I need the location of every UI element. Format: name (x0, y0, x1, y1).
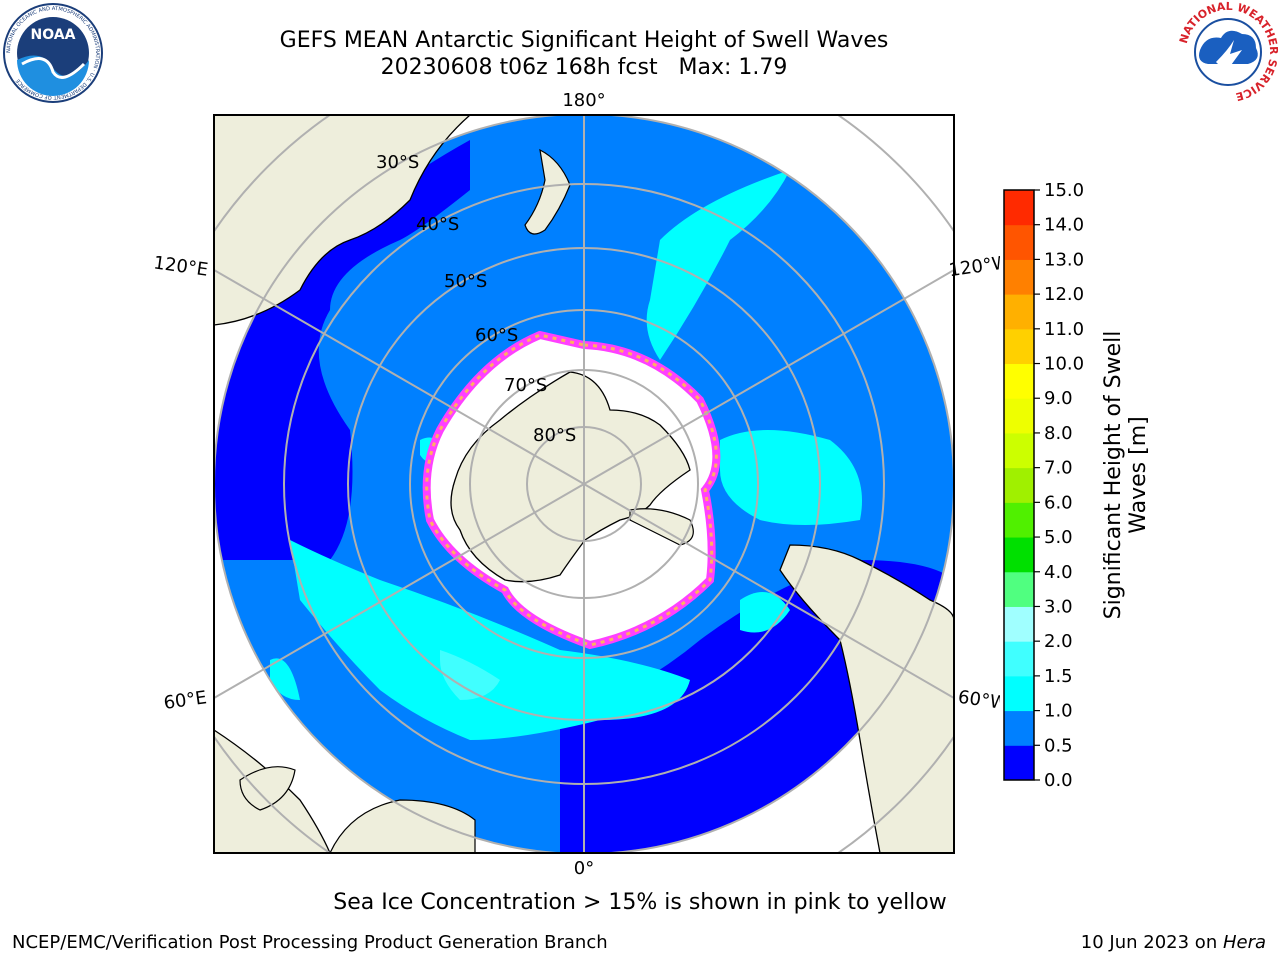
colorbar-segment (1004, 537, 1034, 573)
colorbar-segment (1004, 710, 1034, 746)
colorbar-segment (1004, 190, 1034, 226)
colorbar-segment (1004, 398, 1034, 434)
footer-credit: NCEP/EMC/Verification Post Processing Pr… (12, 932, 608, 953)
colorbar-tick-label: 4.0 (1044, 562, 1073, 583)
lon-label-60e: 60°E (162, 687, 208, 714)
colorbar-tick-label: 0.0 (1044, 770, 1073, 791)
lat-label-80s: 80°S (533, 425, 576, 446)
colorbar-label-line1: Significant Height of Swell (1101, 331, 1126, 620)
colorbar-segment (1004, 467, 1034, 503)
colorbar-tick-label: 1.0 (1044, 701, 1073, 722)
colorbar-tick-label: 5.0 (1044, 527, 1073, 548)
colorbar-segment (1004, 641, 1034, 677)
colorbar-segment (1004, 294, 1034, 330)
colorbar-tick-label: 3.0 (1044, 596, 1073, 617)
new-zealand (524, 148, 571, 235)
nws-logo: NATIONAL WEATHER SERVICE (1177, 0, 1280, 103)
footer-host: Hera (1222, 932, 1266, 953)
map-title: GEFS MEAN Antarctic Significant Height o… (279, 28, 889, 53)
australia (214, 115, 471, 326)
colorbar-segment (1004, 259, 1034, 295)
colorbar-segment (1004, 571, 1034, 607)
colorbar-frame (1003, 189, 1035, 781)
noaa-logo-text: NOAA (31, 27, 76, 43)
colorbar-tick-label: 0.5 (1044, 735, 1073, 756)
colorbar-segment (1004, 745, 1034, 781)
colorbar-tick-label: 13.0 (1044, 249, 1084, 270)
graticule (214, 115, 954, 853)
colorbar-tick-label: 11.0 (1044, 319, 1084, 340)
lat-label-60s: 60°S (475, 325, 518, 346)
madagascar (239, 766, 296, 811)
polar-map: 30°S 40°S 50°S 60°S 70°S 80°S 180° 0° 12… (152, 90, 1000, 879)
colorbar-segment (1004, 363, 1034, 399)
lon-label-180: 180° (562, 90, 605, 111)
colorbar-tick-label: 1.5 (1044, 666, 1073, 687)
footer-date-text: 10 Jun 2023 on (1080, 932, 1223, 953)
colorbar-segment (1004, 328, 1034, 365)
colorbar-label-line2: Waves [m] (1126, 416, 1151, 533)
africa-cape (329, 799, 476, 853)
lon-label-120e: 120°E (152, 252, 209, 280)
colorbar-tick-label: 10.0 (1044, 354, 1084, 375)
colorbar-segment (1004, 606, 1034, 642)
colorbar-tick-label: 14.0 (1044, 215, 1084, 236)
colorbar-segment (1004, 224, 1034, 260)
colorbar-tick-label: 9.0 (1044, 388, 1073, 409)
lat-label-70s: 70°S (504, 375, 547, 396)
map-frame (213, 114, 955, 854)
colorbar-tick-label: 6.0 (1044, 492, 1073, 513)
colorbar-tick-label: 12.0 (1044, 284, 1084, 305)
colorbar-tick-label: 15.0 (1044, 180, 1084, 201)
lat-label-30s: 30°S (376, 152, 419, 173)
sea-ice-note: Sea Ice Concentration > 15% is shown in … (333, 890, 947, 915)
colorbar: 0.0 0.5 1.0 1.5 2.0 3.0 4.0 5.0 6.0 7.0 8.0 9.0 10.0… (1003, 180, 1151, 791)
lon-label-0: 0° (574, 858, 594, 879)
footer-date: 10 Jun 2023 on Hera (1081, 932, 1266, 953)
colorbar-segment (1004, 675, 1034, 712)
colorbar-tick-label: 8.0 (1044, 423, 1073, 444)
map-subtitle: 20230608 t06z 168h fcst Max: 1.79 (380, 55, 788, 80)
lat-label-50s: 50°S (444, 271, 487, 292)
colorbar-tick-label: 7.0 (1044, 458, 1073, 479)
noaa-logo: NOAA NATIONAL OCEANIC AND ATMOSPHERIC AD… (3, 3, 103, 103)
colorbar-segment (1004, 502, 1034, 538)
lat-label-40s: 40°S (416, 214, 459, 235)
colorbar-tick-label: 2.0 (1044, 631, 1073, 652)
antarctic-peninsula (629, 508, 694, 546)
colorbar-segment (1004, 432, 1034, 469)
